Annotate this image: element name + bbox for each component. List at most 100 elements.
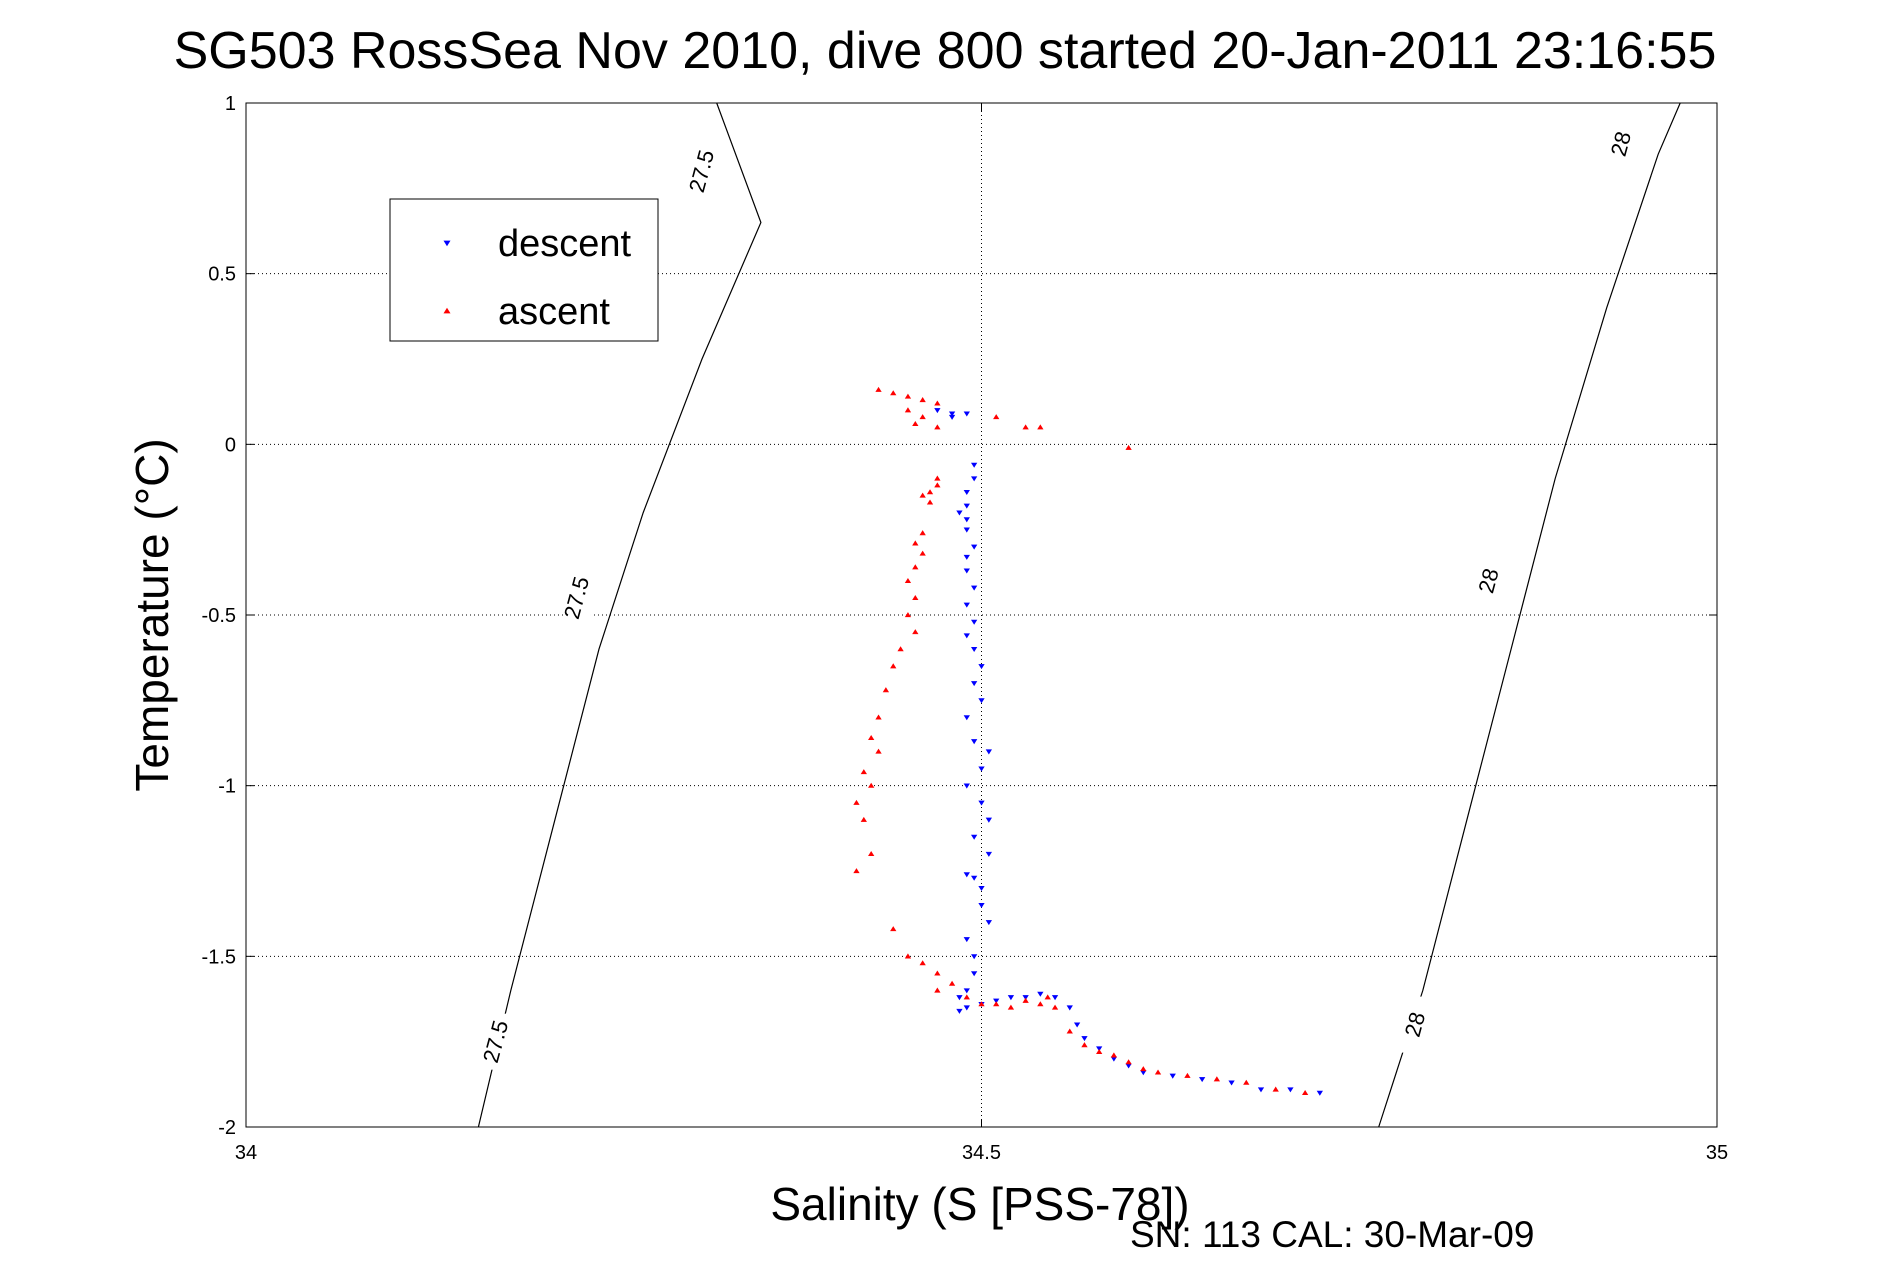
point-ascent [882,687,890,693]
x-tick-label: 35 [1706,1142,1728,1164]
point-ascent [1110,1052,1118,1058]
point-descent [963,783,970,789]
point-descent [956,995,963,1001]
y-tick-label: -1.5 [202,946,236,968]
y-tick-label: -1 [218,776,236,798]
point-descent [978,766,985,772]
point-ascent [919,530,926,536]
point-descent [971,585,978,591]
point-ascent [934,970,941,976]
point-ascent [890,390,897,396]
point-ascent [963,994,970,1000]
point-descent [1199,1077,1206,1083]
point-descent [1316,1090,1323,1096]
legend: descent ascent [389,198,659,342]
density-contour-27.5 [477,102,762,1128]
point-ascent [1272,1086,1279,1092]
point-descent [978,885,985,891]
point-descent [948,411,956,417]
point-descent [963,937,970,943]
point-ascent [948,980,956,986]
calibration-footnote: SN: 113 CAL: 30-Mar-09 [1130,1214,1534,1255]
point-ascent [1051,1004,1059,1010]
point-descent [978,664,985,670]
grid-lines [246,103,1717,1127]
contour-label-bg [1607,115,1636,172]
point-descent [978,698,985,704]
legend-box [389,198,659,342]
point-descent [1287,1087,1294,1093]
point-ascent [912,629,919,635]
point-descent [963,554,970,560]
point-ascent [919,397,926,403]
point-descent [1169,1073,1176,1079]
point-descent [971,954,978,960]
y-tick-label: 0.5 [208,264,236,286]
point-descent [1066,1005,1073,1011]
x-axis-label: Salinity (S [PSS-78]) [770,1178,1189,1230]
point-ascent [926,499,934,505]
point-descent [971,476,978,482]
chart-title: SG503 RossSea Nov 2010, dive 800 started… [174,22,1717,80]
point-ascent [934,475,941,481]
point-ascent [853,799,860,805]
density-contour-28 [1378,102,1681,1128]
point-ascent [904,612,912,618]
point-ascent [1096,1049,1103,1055]
point-descent [963,527,970,533]
point-ascent [919,960,926,966]
point-ascent [904,393,912,399]
point-descent [971,462,978,468]
point-descent [963,872,970,878]
point-descent [985,920,992,926]
point-descent [971,834,978,840]
point-ascent [919,414,926,420]
point-descent [971,971,978,977]
y-tick-label: 1 [225,93,236,115]
point-descent [963,633,970,639]
point-ascent [897,646,904,652]
point-descent [971,875,978,881]
point-descent [963,988,970,994]
x-tick-label: 34.5 [962,1142,1001,1164]
point-ascent [919,550,926,556]
point-descent [971,647,978,653]
contour-label-bg [1401,996,1430,1053]
point-ascent [934,987,941,993]
point-descent [1022,995,1029,1001]
point-descent [956,510,963,516]
point-ascent [934,482,941,488]
y-axis-label: Temperature (°C) [126,438,178,791]
point-ascent [912,564,919,570]
contour-label-bg [482,1013,511,1070]
point-descent [1096,1046,1103,1052]
point-ascent [934,424,941,430]
point-ascent [934,400,941,406]
point-ascent [853,868,860,874]
point-ascent [993,1001,1000,1007]
point-ascent [926,489,934,495]
point-ascent [1022,997,1029,1003]
point-descent [948,414,956,420]
point-ascent [1125,444,1132,450]
point-descent [963,503,970,509]
point-descent [963,411,970,417]
point-descent [1007,995,1015,1001]
legend-label-ascent: ascent [498,291,610,333]
point-descent [963,490,970,496]
point-descent [993,998,1000,1004]
point-ascent [890,663,897,669]
point-ascent [1154,1069,1162,1075]
point-ascent [1037,1001,1044,1007]
legend-marker-ascent [443,307,451,314]
point-descent [963,602,970,608]
point-ascent [1125,1059,1132,1065]
point-descent [1037,991,1044,997]
point-ascent [890,926,897,932]
point-ascent [868,734,875,740]
point-ascent [1140,1066,1147,1072]
point-ascent [1081,1042,1088,1048]
point-ascent [1184,1072,1191,1078]
